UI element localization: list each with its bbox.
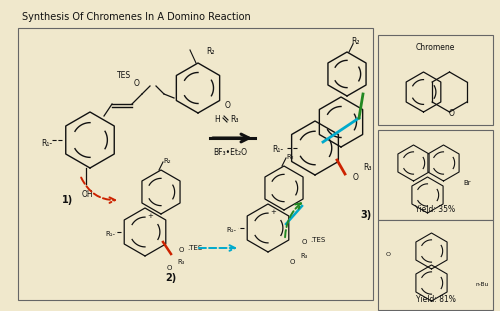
Text: O: O: [290, 259, 296, 265]
Text: R₃: R₃: [177, 259, 184, 265]
Text: O: O: [302, 239, 308, 245]
Text: R₂: R₂: [351, 37, 360, 46]
Text: .TES: .TES: [187, 245, 202, 251]
Text: R₃: R₃: [300, 253, 307, 259]
Text: O: O: [167, 265, 172, 271]
Text: BF₃•Et₂O: BF₃•Et₂O: [213, 148, 247, 157]
Text: 2): 2): [165, 273, 176, 283]
Text: +: +: [147, 213, 153, 219]
Text: Br: Br: [464, 180, 471, 186]
Text: R₁-: R₁-: [272, 146, 283, 155]
Text: Yield: 35%: Yield: 35%: [416, 206, 456, 215]
Text: n-Bu: n-Bu: [475, 282, 488, 287]
Text: .TES: .TES: [310, 237, 325, 243]
Text: H: H: [214, 115, 220, 124]
Text: R₂: R₂: [163, 158, 170, 164]
Text: R₃: R₃: [230, 115, 238, 124]
Text: +: +: [270, 209, 276, 215]
Text: TES: TES: [117, 72, 131, 81]
Text: O: O: [353, 174, 359, 183]
Text: Chromene: Chromene: [416, 43, 455, 52]
Text: R₂: R₂: [286, 154, 294, 160]
Text: R₁-: R₁-: [105, 231, 115, 237]
Text: O: O: [225, 101, 231, 110]
Text: O: O: [386, 253, 391, 258]
Text: R₁-: R₁-: [226, 227, 236, 233]
Text: 3): 3): [360, 210, 371, 220]
Text: O: O: [134, 80, 140, 89]
FancyBboxPatch shape: [378, 220, 493, 310]
FancyBboxPatch shape: [18, 28, 373, 300]
FancyBboxPatch shape: [378, 130, 493, 220]
Text: 1): 1): [62, 195, 73, 205]
Text: OH: OH: [82, 190, 94, 199]
Text: R₂: R₂: [206, 47, 214, 56]
FancyBboxPatch shape: [378, 35, 493, 125]
Text: R₃: R₃: [363, 164, 372, 173]
Text: O: O: [448, 109, 454, 118]
Text: Synthesis Of Chromenes In A Domino Reaction: Synthesis Of Chromenes In A Domino React…: [22, 12, 251, 22]
Text: O: O: [179, 247, 184, 253]
Text: Yield: 81%: Yield: 81%: [416, 295, 456, 304]
Text: R₁-: R₁-: [41, 138, 52, 147]
